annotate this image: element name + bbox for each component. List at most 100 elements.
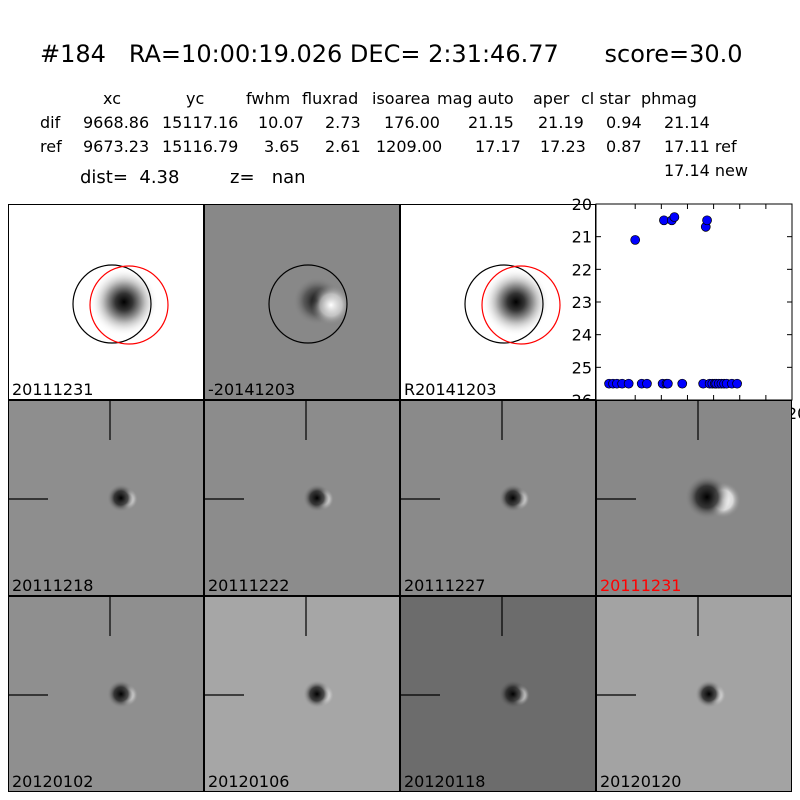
data-point — [669, 212, 680, 222]
dark-lobe — [303, 680, 331, 708]
table-cell: 21.19 — [538, 113, 584, 132]
col-isoarea: isoarea — [372, 89, 431, 108]
data-point — [642, 378, 652, 389]
cutout-panel: 20120106 — [204, 596, 400, 792]
table-cell: 15116.79 — [162, 137, 239, 156]
panel-label: 20111227 — [404, 576, 486, 595]
star-blob — [482, 268, 550, 336]
cutout-image — [401, 401, 530, 512]
panel-label: 20111231 — [600, 576, 682, 595]
aperture-circle — [268, 264, 348, 344]
data-point — [677, 378, 688, 389]
cutout-image — [401, 597, 530, 708]
cutout-image — [597, 401, 741, 519]
cutout-image — [205, 401, 334, 512]
panel-label: 20111218 — [12, 576, 94, 595]
table-cell: 15117.16 — [162, 113, 239, 132]
ref-image — [72, 264, 169, 345]
cutout-panel: 20120102 — [8, 596, 204, 792]
col-fwhm: fwhm — [246, 89, 291, 108]
diff-image-panel: -20141203 — [204, 204, 400, 400]
col-phmag: phmag — [641, 89, 697, 108]
plot-area — [595, 203, 793, 401]
y-tick-label: 24 — [572, 326, 592, 345]
panel-label: 20120120 — [600, 772, 682, 791]
panel-label: 20120102 — [12, 772, 94, 791]
cutout-panel: 20111231 — [596, 400, 792, 596]
data-point — [732, 378, 742, 389]
col-cl-star: cl star — [581, 89, 631, 108]
table-cell: 17.11 ref — [664, 137, 737, 156]
ref-image-panel: 20111231 — [8, 204, 204, 400]
table-cell: 21.15 — [468, 113, 514, 132]
dark-lobe — [303, 484, 331, 512]
table-cell: 2.61 — [325, 137, 361, 156]
cutout-image — [9, 597, 138, 708]
panel-label: -20141203 — [208, 380, 296, 399]
ref-aperture-circle — [481, 265, 561, 345]
data-point — [623, 378, 634, 389]
data-point — [702, 215, 712, 226]
table-cell: 21.14 — [664, 113, 710, 132]
dark-lobe — [107, 680, 135, 708]
col-aper: aper — [533, 89, 570, 108]
cutout-panel: 20120118 — [400, 596, 596, 792]
phmag-new: 17.14 new — [664, 161, 748, 180]
table-cell: 17.23 — [540, 137, 586, 156]
header-line: #184 RA=10:00:19.026 DEC= 2:31:46.77 sco… — [40, 40, 743, 68]
dist-value: dist= 4.38 — [80, 167, 180, 188]
diff-image — [268, 264, 351, 344]
data-point — [630, 235, 641, 245]
table-cell: 9673.23 — [83, 137, 150, 156]
ref-aperture-circle — [89, 265, 169, 345]
col-fluxrad: fluxrad — [302, 89, 359, 108]
dif-aperture-circle — [72, 264, 152, 344]
cutout-panel: 20111222 — [204, 400, 400, 596]
cutout-image — [205, 597, 334, 708]
table-cell: 17.17 — [475, 137, 521, 156]
dif-aperture-circle — [464, 264, 544, 344]
z-value: z= nan — [230, 167, 306, 188]
ra-value: RA=10:00:19.026 — [128, 40, 343, 68]
table-cell: 176.00 — [384, 113, 440, 132]
r-image — [464, 264, 561, 345]
score-value: score=30.0 — [604, 40, 743, 68]
panel-label: 20120118 — [404, 772, 486, 791]
table-cell: 0.94 — [606, 113, 642, 132]
data-point — [663, 378, 673, 389]
light-lobe — [311, 285, 351, 325]
panel-label: R20141203 — [404, 380, 497, 399]
star-blob — [90, 268, 158, 336]
y-tick-label: 25 — [572, 358, 592, 377]
cutout-panel: 20111227 — [400, 400, 596, 596]
table-cell: 9668.86 — [83, 113, 150, 132]
panel-label: 20120106 — [208, 772, 290, 791]
table-cell: 3.65 — [264, 137, 300, 156]
table-cell: 10.07 — [258, 113, 304, 132]
table-cell: 2.73 — [325, 113, 361, 132]
light-curve-chart: 20212223242526020406080100120 — [572, 195, 800, 423]
dark-lobe — [685, 475, 729, 519]
row-label-ref: ref — [40, 137, 62, 156]
row-label-dif: dif — [40, 113, 61, 132]
cutout-panel: 20111218 — [8, 400, 204, 596]
col-yc: yc — [186, 89, 205, 108]
table-cell: 1209.00 — [376, 137, 443, 156]
dark-lobe — [499, 484, 527, 512]
cutout-panel: 20120120 — [596, 596, 792, 792]
panel-label: 20111222 — [208, 576, 290, 595]
y-tick-label: 22 — [572, 260, 592, 279]
cutout-image — [597, 597, 726, 708]
cutout-image — [9, 401, 138, 512]
dark-lobe — [695, 680, 723, 708]
panel-label: 20111231 — [12, 380, 94, 399]
y-tick-label: 23 — [572, 293, 592, 312]
y-tick-label: 21 — [572, 228, 592, 247]
dec-value: DEC= 2:31:46.77 — [349, 40, 559, 68]
col-xc: xc — [103, 89, 121, 108]
dark-lobe — [107, 484, 135, 512]
col-mag-auto: mag auto — [437, 89, 514, 108]
table-cell: 0.87 — [606, 137, 642, 156]
dark-lobe — [499, 680, 527, 708]
y-tick-label: 20 — [572, 195, 592, 214]
